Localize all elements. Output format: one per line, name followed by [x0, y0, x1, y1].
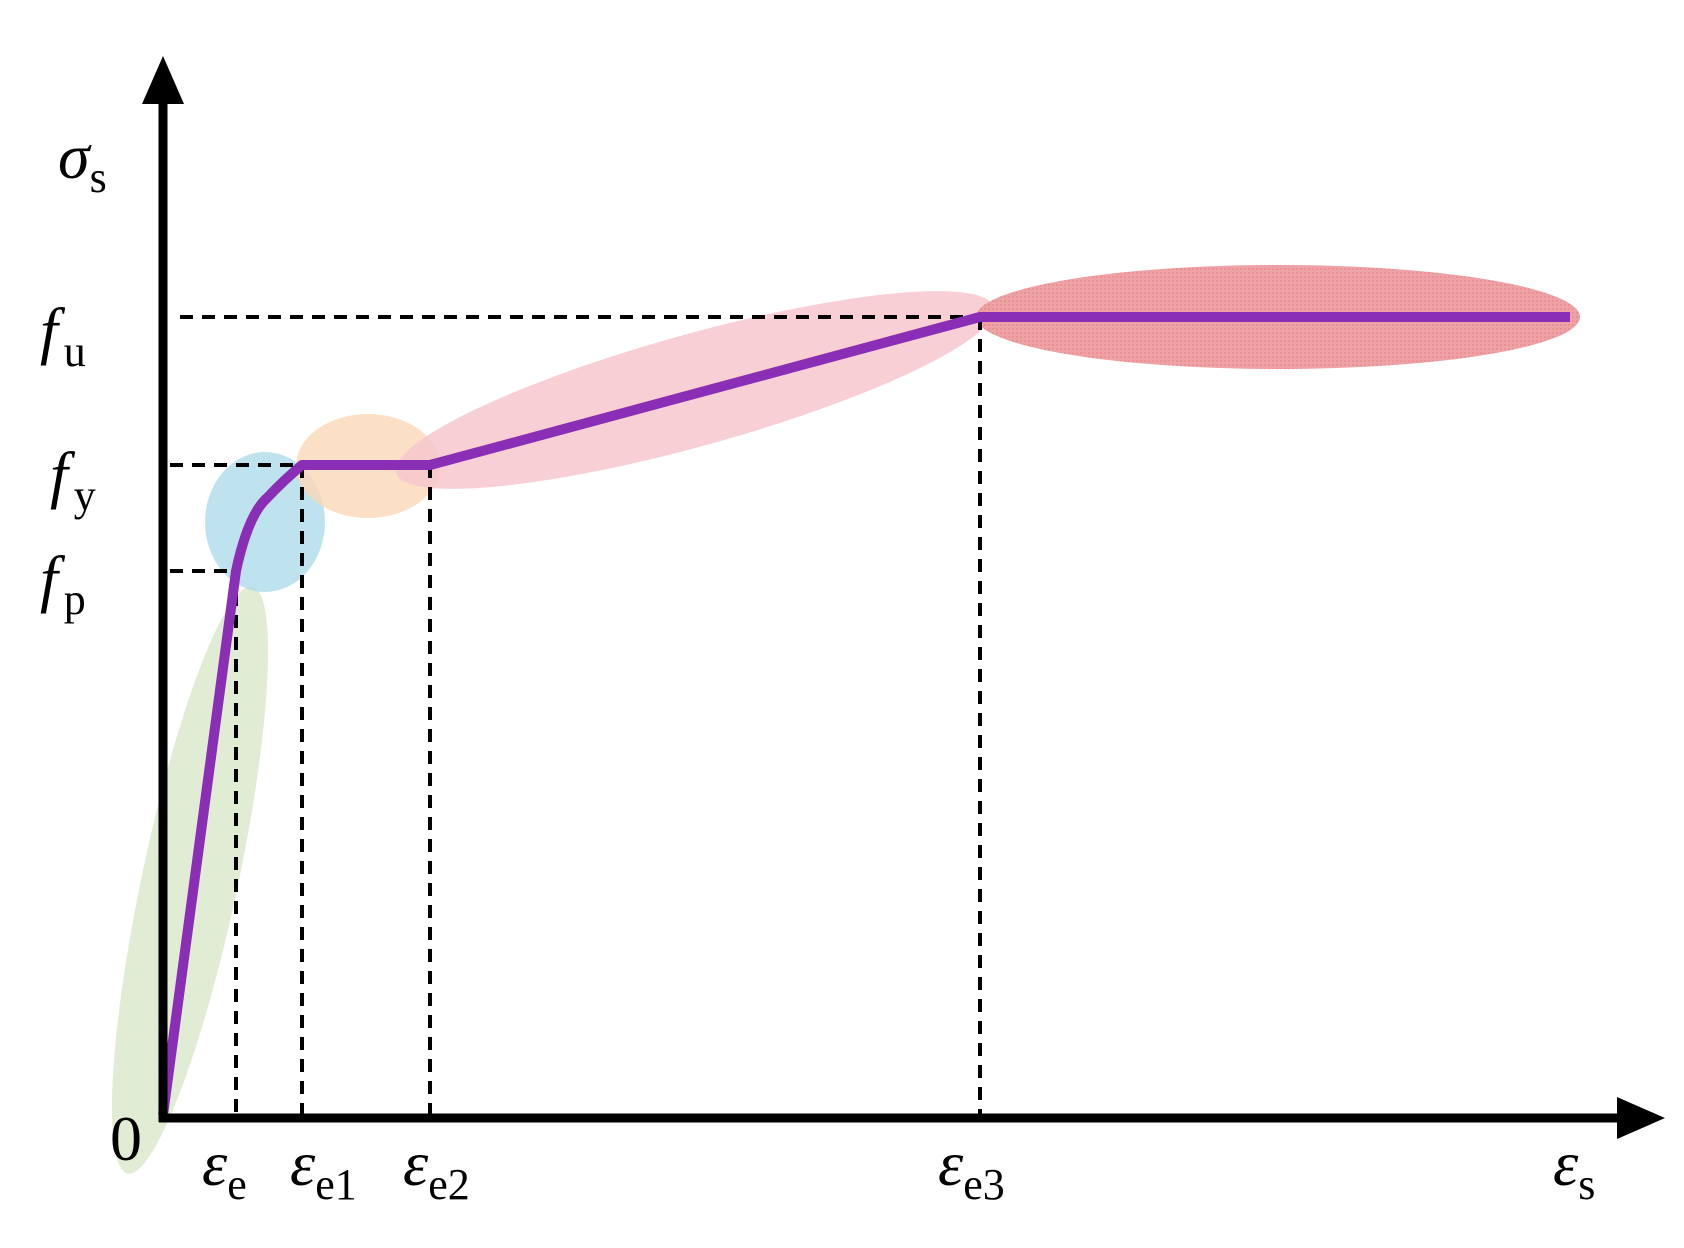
x-label-ee2: εe2 — [403, 1128, 470, 1209]
guide-lines — [170, 315, 982, 1115]
x-label-ee3: εe3 — [938, 1128, 1005, 1209]
y-axis-label: σs — [58, 121, 107, 202]
axes — [142, 56, 1665, 1139]
x-label-ee1: εe1 — [290, 1128, 357, 1209]
y-axis-arrowhead — [142, 56, 184, 104]
stage-zones — [111, 265, 1580, 1174]
stress-strain-curve — [158, 312, 1570, 1116]
x-axis-label: εs — [1553, 1128, 1595, 1209]
origin-label: 0 — [110, 1103, 142, 1174]
x-axis-arrowhead — [1617, 1097, 1665, 1139]
x-label-ee: εe — [202, 1128, 247, 1209]
